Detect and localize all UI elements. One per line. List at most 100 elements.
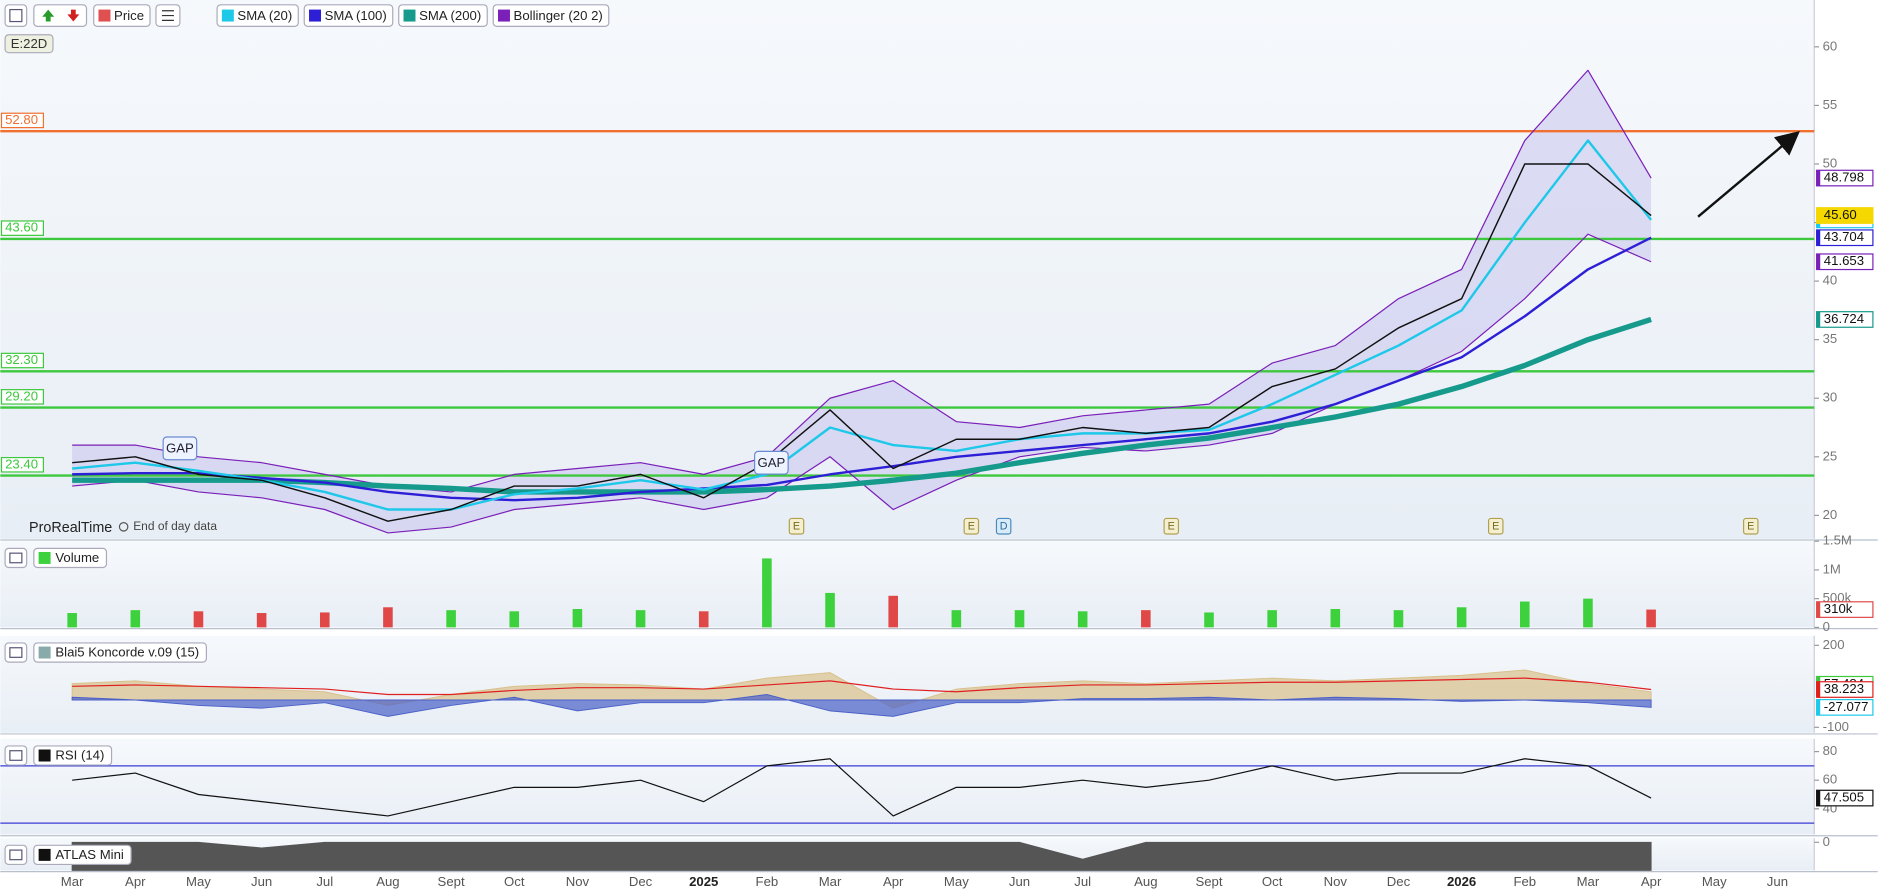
level-label-box <box>0 352 45 369</box>
list-icon <box>161 10 174 21</box>
x-tick-label: Jul <box>316 874 333 889</box>
panel-icon <box>9 552 23 564</box>
y-tick-label: 80 <box>1823 743 1838 758</box>
event-marker[interactable] <box>995 517 1012 535</box>
volume-bar <box>193 611 204 628</box>
event-marker[interactable] <box>788 517 805 535</box>
volume-bar <box>1014 610 1025 628</box>
volume-bar <box>951 610 962 628</box>
panel-title-swatch <box>38 749 51 762</box>
x-tick-label: Oct <box>1262 874 1283 889</box>
x-tick-label: Mar <box>819 874 842 889</box>
legend-swatch <box>98 9 111 22</box>
y-tick-label: 0 <box>1823 619 1830 634</box>
x-tick-label: Feb <box>756 874 779 889</box>
x-tick-label: May <box>186 874 211 889</box>
value-tag-marker <box>1816 311 1821 328</box>
panel-title-box[interactable] <box>33 745 113 766</box>
y-tick-label: 50 <box>1823 155 1838 170</box>
x-tick-label: Jun <box>1009 874 1030 889</box>
event-marker[interactable] <box>963 517 980 535</box>
x-tick-label: Dec <box>1387 874 1411 889</box>
legend-chip[interactable] <box>398 4 488 27</box>
y-tick-label: 1.5M <box>1823 533 1852 548</box>
legend-swatch <box>221 9 234 22</box>
event-marker[interactable] <box>1163 517 1180 535</box>
panel-title-box[interactable] <box>33 547 108 569</box>
series-line <box>72 758 1652 817</box>
y-tick-label: 25 <box>1823 448 1838 463</box>
value-tag-label: 41.653 <box>1824 253 1864 268</box>
panel-icon <box>9 647 23 658</box>
volume-bar <box>888 595 898 628</box>
series-line <box>72 163 1652 522</box>
event-marker[interactable] <box>1487 517 1504 535</box>
level-label-box <box>0 456 45 473</box>
y-tick-label: 1M <box>1823 561 1841 576</box>
event-label: E <box>1492 521 1499 533</box>
volume-bar <box>446 610 456 628</box>
value-tag-label: 36.724 <box>1824 311 1864 326</box>
legend-chip[interactable] <box>216 4 299 27</box>
panel-title-box[interactable] <box>33 844 132 866</box>
value-tag-label: 45.60 <box>1824 207 1857 222</box>
volume-bar <box>1393 610 1404 628</box>
x-tick-label: Aug <box>376 874 399 889</box>
volume-bar <box>1456 607 1467 628</box>
source: ProRealTime <box>29 520 112 536</box>
window-button[interactable] <box>4 4 28 27</box>
data-note-icon <box>118 522 129 532</box>
value-tag-marker <box>1816 601 1821 618</box>
volume-bar <box>698 611 709 628</box>
value-tag-label: 43.704 <box>1824 229 1864 244</box>
bollinger-fill <box>72 70 1652 533</box>
y-tick-label: 35 <box>1823 331 1838 346</box>
x-tick-label: Feb <box>1513 874 1536 889</box>
value-tag-label: 38.223 <box>1824 681 1864 696</box>
event-marker[interactable] <box>1742 517 1759 535</box>
level-label-box <box>0 389 45 405</box>
x-tick-label: May <box>1702 874 1727 889</box>
x-tick-label: Dec <box>629 874 653 889</box>
up-icon <box>42 9 55 22</box>
legend-label: Price <box>114 8 144 23</box>
panel-button[interactable] <box>4 745 28 766</box>
panel-button[interactable] <box>4 547 28 569</box>
x-tick-label: Oct <box>504 874 525 889</box>
value-tag-marker <box>1816 253 1821 270</box>
arrows-button[interactable] <box>33 4 88 27</box>
value-tag-marker <box>1816 681 1821 698</box>
volume-bar <box>1141 610 1151 628</box>
legend-chip[interactable] <box>303 4 394 27</box>
annotation-box <box>162 436 198 461</box>
legend-label: SMA (100) <box>325 8 387 23</box>
volume-bar <box>1330 609 1341 628</box>
x-tick-label: Apr <box>125 874 146 889</box>
volume-bar <box>572 609 583 628</box>
legend-chip[interactable] <box>492 4 610 27</box>
x-axis-bg <box>0 871 1878 892</box>
value-tag-label: 310k <box>1824 601 1853 616</box>
x-tick-label: Jun <box>1767 874 1788 889</box>
panel-title-box[interactable] <box>33 642 207 663</box>
series-line <box>72 69 1652 493</box>
x-tick-label: Mar <box>61 874 84 889</box>
panel-bg <box>0 541 1815 628</box>
y-tick-label: 30 <box>1823 390 1838 405</box>
volume-bar <box>1519 601 1530 628</box>
legend-swatch <box>309 9 322 22</box>
panel-button[interactable] <box>4 844 28 866</box>
volume-bar <box>1077 611 1088 628</box>
volume-bar <box>319 612 330 628</box>
x-tick-label: Nov <box>1324 874 1348 889</box>
series-area <box>71 841 1652 871</box>
panel-button[interactable] <box>4 642 28 663</box>
timeframe-box[interactable] <box>4 34 54 54</box>
value-tag-marker <box>1816 790 1821 806</box>
level-label: 43.60 <box>5 220 38 235</box>
series-line <box>72 139 1653 511</box>
x-tick-label: Jun <box>251 874 272 889</box>
volume-bar <box>1646 609 1656 628</box>
value-tag-label: -27.077 <box>1824 699 1869 714</box>
